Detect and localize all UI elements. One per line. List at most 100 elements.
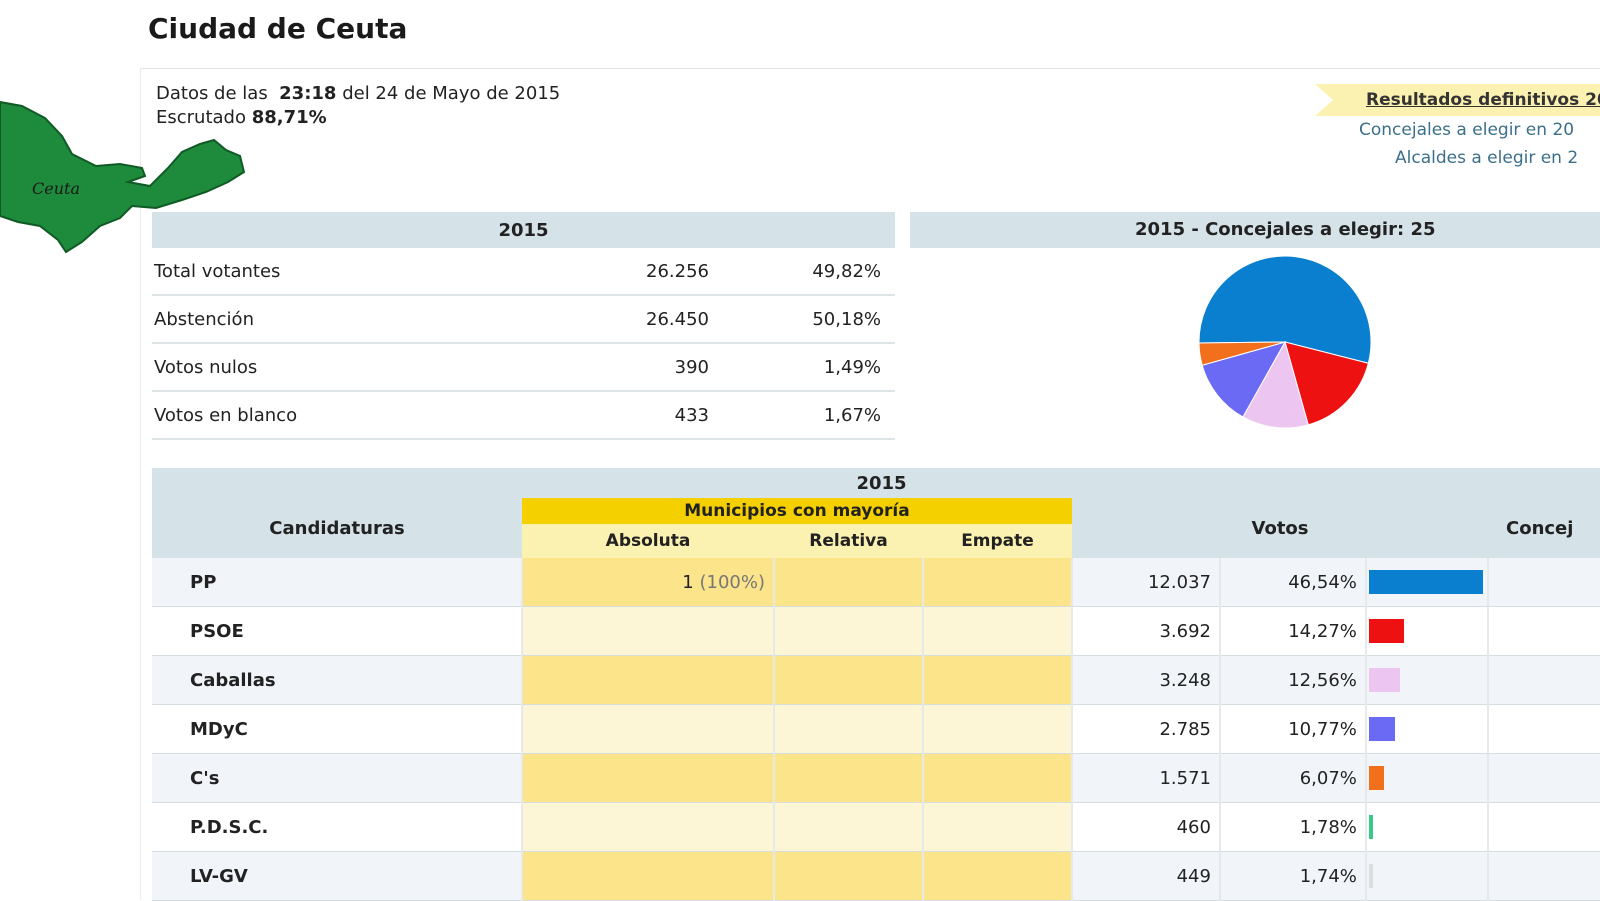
votes-pct: 1,74% — [1219, 851, 1367, 901]
mayors-link[interactable]: Alcaldes a elegir en 2 — [1395, 148, 1579, 168]
summary-pct: 49,82% — [710, 248, 895, 296]
councillors-header[interactable]: Concej — [1488, 498, 1600, 558]
pie-slice-pp[interactable] — [1198, 255, 1372, 364]
party-name[interactable]: MDyC — [152, 704, 523, 754]
relativa-cell — [774, 704, 924, 754]
councillors-pie-chart[interactable] — [1195, 252, 1375, 432]
absoluta-pct: (100%) — [699, 571, 765, 593]
empate-cell — [923, 655, 1073, 705]
summary-value: 433 — [518, 391, 710, 440]
pie-slice-mdyc[interactable] — [1201, 341, 1287, 418]
party-name[interactable]: Caballas — [152, 655, 523, 705]
councillors-cell — [1488, 753, 1600, 803]
votes-count: 12.037 — [1072, 558, 1221, 607]
summary-pct: 1,49% — [710, 343, 895, 392]
candidate-row[interactable]: PP 1 (100%) 12.037 46,54% — [152, 558, 1600, 607]
empate-cell — [923, 606, 1073, 656]
summary-pct: 50,18% — [710, 295, 895, 344]
candidate-row[interactable]: PSOE 3.692 14,27% — [152, 606, 1600, 656]
empate-cell — [923, 851, 1073, 901]
pie-slice-psoe[interactable] — [1284, 341, 1369, 426]
party-name[interactable]: PP — [152, 558, 523, 607]
votes-count: 1.571 — [1072, 753, 1221, 803]
councillors-cell — [1488, 558, 1600, 607]
votes-bar — [1368, 668, 1400, 692]
candidate-row[interactable]: Caballas 3.248 12,56% — [152, 655, 1600, 705]
summary-row: Votos nulos 390 1,49% — [152, 343, 895, 392]
left-divider — [140, 68, 141, 900]
councillors-cell — [1488, 704, 1600, 754]
summary-row: Votos en blanco 433 1,67% — [152, 391, 895, 440]
votes-bar-cell — [1365, 655, 1490, 705]
party-name[interactable]: P.D.S.C. — [152, 802, 523, 852]
relativa-cell — [774, 753, 924, 803]
timestamp-line: Datos de las 23:18 del 24 de Mayo de 201… — [156, 82, 560, 106]
summary-label: Total votantes — [152, 248, 518, 296]
absoluta-cell — [522, 802, 775, 852]
candidate-row[interactable]: LV-GV 449 1,74% — [152, 851, 1600, 901]
votes-count: 2.785 — [1072, 704, 1221, 754]
summary-label: Abstención — [152, 295, 518, 344]
relativa-cell — [774, 655, 924, 705]
scrutinized-value: 88,71% — [251, 107, 327, 128]
empate-cell — [923, 704, 1073, 754]
final-results-link[interactable]: Resultados definitivos 20 — [1366, 90, 1600, 110]
party-name[interactable]: LV-GV — [152, 851, 523, 901]
top-divider — [140, 68, 1600, 69]
candidate-row[interactable]: P.D.S.C. 460 1,78% — [152, 802, 1600, 852]
ribbon-background — [1315, 84, 1600, 116]
pie-title: 2015 - Concejales a elegir: 25 — [1135, 219, 1436, 240]
empate-header[interactable]: Empate — [923, 524, 1072, 558]
votes-bar — [1368, 815, 1373, 839]
votes-bar-cell — [1365, 558, 1490, 607]
empate-cell — [923, 802, 1073, 852]
votes-header[interactable]: Votos — [1072, 498, 1488, 558]
votes-bar — [1368, 766, 1384, 790]
absoluta-cell — [522, 655, 775, 705]
councillors-cell — [1488, 606, 1600, 656]
relativa-cell — [774, 802, 924, 852]
councillors-link[interactable]: Concejales a elegir en 20 — [1359, 120, 1575, 140]
results-table: 2015 Candidaturas Municipios con mayoría… — [152, 468, 1600, 901]
votes-bar — [1368, 864, 1373, 888]
map-label: Ceuta — [32, 179, 80, 198]
absoluta-cell — [522, 851, 775, 901]
votes-pct: 10,77% — [1219, 704, 1367, 754]
candidate-row[interactable]: MDyC 2.785 10,77% — [152, 704, 1600, 754]
relativa-cell — [774, 606, 924, 656]
councillors-cell — [1488, 655, 1600, 705]
absoluta-cell — [522, 606, 775, 656]
relativa-header[interactable]: Relativa — [774, 524, 923, 558]
votes-bar-cell — [1365, 606, 1490, 656]
votes-bar — [1368, 717, 1395, 741]
summary-value: 390 — [518, 343, 710, 392]
votes-count: 460 — [1072, 802, 1221, 852]
pie-slice-caballas[interactable] — [1242, 340, 1309, 429]
relativa-cell — [774, 851, 924, 901]
votes-pct: 6,07% — [1219, 753, 1367, 803]
timestamp-prefix: Datos de las — [156, 83, 268, 104]
summary-pct: 1,67% — [710, 391, 895, 440]
councillors-cell — [1488, 851, 1600, 901]
summary-table: 2015 Total votantes 26.256 49,82% Absten… — [152, 212, 895, 440]
ceuta-map[interactable]: Ceuta — [0, 96, 250, 256]
votes-bar-cell — [1365, 753, 1490, 803]
timestamp-time: 23:18 — [279, 83, 337, 104]
ceuta-map-shape — [0, 100, 246, 254]
candidaturas-header[interactable]: Candidaturas — [152, 498, 522, 558]
votes-pct: 46,54% — [1219, 558, 1367, 607]
votes-pct: 12,56% — [1219, 655, 1367, 705]
empate-cell — [923, 558, 1073, 607]
votes-count: 3.248 — [1072, 655, 1221, 705]
candidate-row[interactable]: C's 1.571 6,07% — [152, 753, 1600, 803]
pie-slice-cs[interactable] — [1198, 341, 1286, 366]
summary-label: Votos nulos — [152, 343, 518, 392]
party-name[interactable]: C's — [152, 753, 523, 803]
absoluta-header[interactable]: Absoluta — [522, 524, 774, 558]
results-year-header: 2015 — [152, 468, 1600, 498]
party-name[interactable]: PSOE — [152, 606, 523, 656]
summary-row: Total votantes 26.256 49,82% — [152, 248, 895, 296]
votes-pct: 1,78% — [1219, 802, 1367, 852]
votes-count: 3.692 — [1072, 606, 1221, 656]
votes-bar-cell — [1365, 704, 1490, 754]
